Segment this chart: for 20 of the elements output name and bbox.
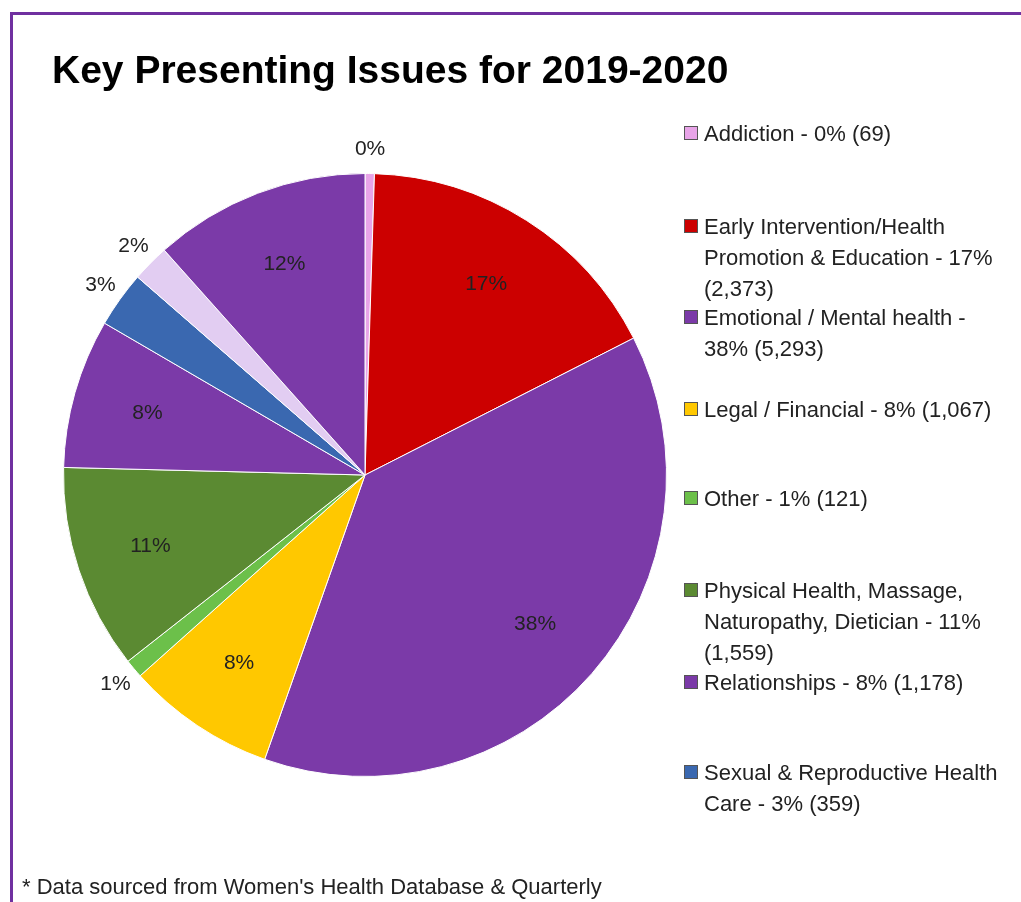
data-label: 2% (118, 233, 149, 257)
legend-label: Early Intervention/Health Promotion & Education - 17% (2,373) (704, 213, 994, 303)
data-label: 17% (465, 270, 508, 294)
data-label: 8% (223, 649, 255, 673)
legend-label: Legal / Financial - 8% (1,067) (704, 396, 992, 424)
data-label: 12% (263, 250, 306, 274)
legend-label: Emotional / Mental health - 38% (5,293) (704, 304, 967, 363)
chart-title: Key Presenting Issues for 2019-2020 (52, 48, 729, 92)
text: * Data sourced from Women's Health Database & Quarterly (22, 874, 602, 900)
data-label: 8% (132, 400, 163, 424)
legend-label: Addiction - 0% (69) (704, 120, 892, 148)
data-label: 0% (354, 136, 386, 160)
data-label: 38% (514, 610, 557, 634)
legend-label: Other - 1% (121) (704, 485, 868, 513)
data-label: 11% (130, 533, 171, 557)
legend-label: Sexual & Reproductive Health Care - 3% (359) (704, 759, 999, 818)
legend-label: Physical Health, Massage, Naturopathy, Dietician - 11% (1,559) (704, 577, 982, 667)
data-label: 3% (85, 272, 116, 296)
legend-label: Relationships - 8% (1,178) (704, 669, 964, 697)
data-label: 1% (100, 670, 131, 694)
